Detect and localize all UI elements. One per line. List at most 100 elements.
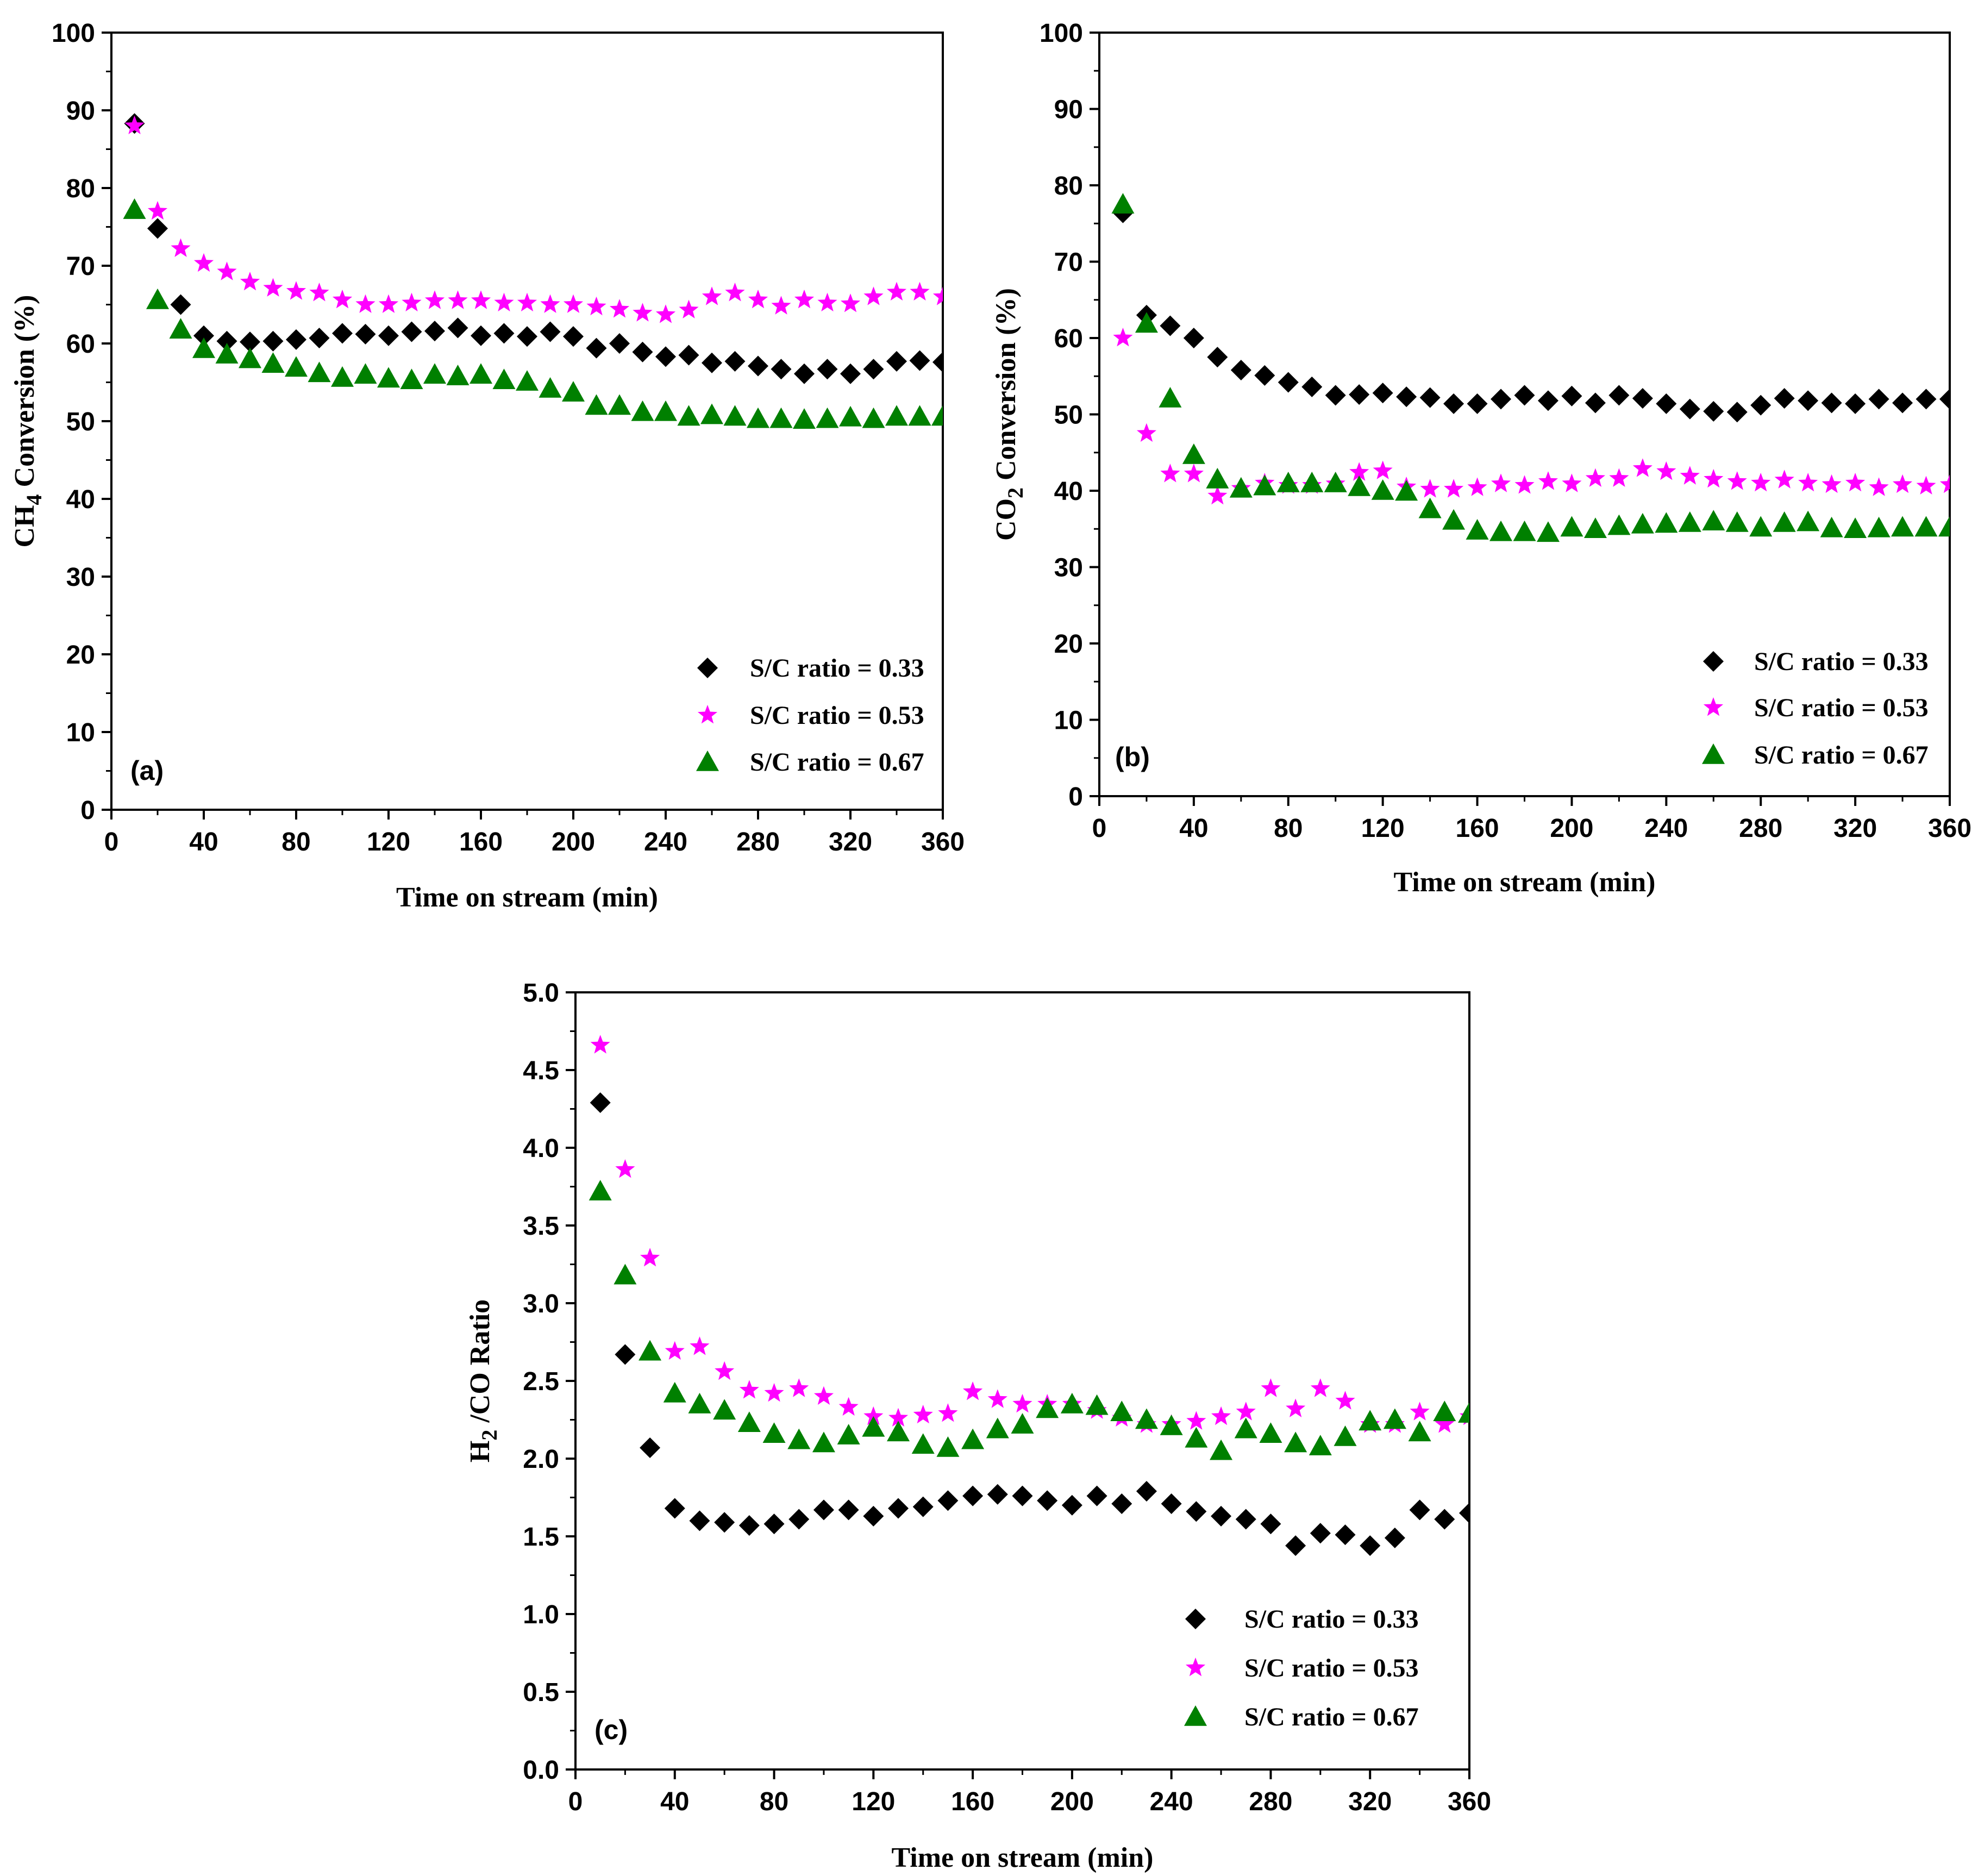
y-tick-label: 3.0 bbox=[523, 1290, 559, 1318]
data-point-triangle bbox=[677, 405, 700, 426]
y-tick-label: 40 bbox=[1054, 477, 1083, 506]
data-point-triangle bbox=[1284, 1431, 1307, 1453]
data-point-star bbox=[886, 282, 907, 301]
data-point-diamond bbox=[1230, 360, 1251, 381]
data-point-triangle bbox=[762, 1422, 786, 1443]
data-point-diamond bbox=[1186, 1501, 1207, 1522]
data-point-star bbox=[1798, 473, 1818, 492]
data-point-diamond bbox=[817, 359, 838, 380]
y-tick-label: 50 bbox=[66, 408, 95, 436]
data-point-triangle bbox=[737, 1411, 761, 1433]
data-point-star bbox=[1893, 474, 1913, 493]
data-point-triangle bbox=[354, 363, 377, 384]
data-point-triangle bbox=[1938, 516, 1950, 537]
data-point-diamond bbox=[886, 351, 907, 372]
data-point-star bbox=[1444, 479, 1464, 498]
data-point-star bbox=[863, 286, 884, 305]
data-point-star bbox=[402, 292, 422, 311]
y-tick-label: 3.5 bbox=[523, 1212, 559, 1241]
x-tick-label: 40 bbox=[189, 828, 218, 856]
legend-label: S/C ratio = 0.67 bbox=[750, 748, 924, 777]
y-tick-label: 90 bbox=[66, 97, 95, 126]
data-point-star bbox=[309, 283, 329, 302]
legend-marker-diamond bbox=[1703, 651, 1724, 672]
data-point-diamond bbox=[1360, 1535, 1381, 1556]
legend-marker-star bbox=[1703, 697, 1724, 716]
panel-b-co2-conversion: 0 40 80 120 160 200 240 280 320 36001020304050607… bbox=[991, 19, 1971, 898]
data-point-diamond bbox=[1726, 402, 1748, 423]
y-tick-label: 70 bbox=[66, 252, 95, 281]
data-point-star bbox=[817, 292, 837, 311]
data-point-triangle bbox=[713, 1399, 736, 1420]
data-point-star bbox=[1349, 462, 1369, 481]
data-point-diamond bbox=[1161, 1493, 1182, 1514]
data-point-triangle bbox=[239, 347, 261, 368]
data-point-diamond bbox=[678, 345, 699, 366]
data-point-triangle bbox=[862, 407, 885, 428]
y-axis-title: CO2 Conversion (%) bbox=[991, 288, 1028, 541]
data-point-star bbox=[471, 290, 491, 309]
data-point-diamond bbox=[689, 1510, 710, 1531]
data-point-diamond bbox=[838, 1499, 859, 1521]
data-point-star bbox=[794, 289, 815, 309]
data-point-triangle bbox=[608, 394, 631, 415]
data-point-triangle bbox=[1844, 517, 1867, 539]
data-point-star bbox=[840, 293, 861, 312]
data-point-star bbox=[1727, 471, 1747, 490]
data-point-diamond bbox=[655, 346, 676, 367]
data-point-triangle bbox=[723, 405, 747, 426]
y-tick-label: 80 bbox=[1054, 172, 1083, 201]
x-tick-label: 200 bbox=[552, 828, 595, 856]
x-tick-label: 160 bbox=[1456, 814, 1499, 843]
data-point-star bbox=[1704, 468, 1724, 488]
legend-marker-diamond bbox=[1185, 1609, 1206, 1629]
data-point-star bbox=[987, 1389, 1007, 1408]
y-axis-title-subscript: 2 bbox=[1003, 487, 1028, 498]
data-point-triangle bbox=[331, 366, 354, 387]
data-point-diamond bbox=[1679, 398, 1700, 420]
legend: S/C ratio = 0.33 S/C ratio = 0.53 S/C rati… bbox=[1184, 1605, 1419, 1731]
data-point-diamond bbox=[840, 363, 861, 384]
data-point-triangle bbox=[215, 343, 239, 364]
x-tick-label: 360 bbox=[1928, 814, 1971, 843]
data-point-triangle bbox=[1418, 497, 1442, 518]
data-point-diamond bbox=[147, 218, 168, 239]
data-point-diamond bbox=[1845, 393, 1866, 414]
data-point-star bbox=[1435, 1414, 1455, 1433]
data-point-diamond bbox=[788, 1509, 810, 1530]
x-tick-label: 240 bbox=[644, 828, 687, 856]
data-point-diamond bbox=[888, 1498, 909, 1519]
data-point-star bbox=[1562, 473, 1582, 492]
series-1 bbox=[590, 1035, 1469, 1433]
data-point-star bbox=[690, 1336, 710, 1355]
data-point-diamond bbox=[1396, 386, 1417, 408]
data-point-triangle bbox=[1253, 474, 1276, 496]
data-point-diamond bbox=[1916, 389, 1937, 410]
data-point-triangle bbox=[492, 368, 516, 390]
y-tick-label: 4.0 bbox=[523, 1134, 559, 1163]
legend-marker-triangle bbox=[1184, 1705, 1207, 1726]
data-point-triangle bbox=[787, 1428, 811, 1449]
legend-label: S/C ratio = 0.53 bbox=[1754, 693, 1929, 722]
data-point-diamond bbox=[1656, 393, 1677, 414]
data-point-diamond bbox=[590, 1092, 611, 1114]
data-point-triangle bbox=[1442, 509, 1466, 530]
y-tick-label: 10 bbox=[1054, 706, 1083, 735]
data-point-diamond bbox=[1037, 1490, 1058, 1511]
data-point-diamond bbox=[664, 1498, 685, 1519]
data-point-star bbox=[586, 296, 606, 316]
legend-label: S/C ratio = 0.53 bbox=[750, 701, 924, 730]
data-point-triangle bbox=[1655, 512, 1678, 533]
data-point-diamond bbox=[714, 1512, 735, 1533]
y-tick-label: 2.5 bbox=[523, 1367, 559, 1396]
data-point-diamond bbox=[216, 330, 237, 352]
data-point-diamond bbox=[1939, 389, 1950, 410]
data-point-star bbox=[665, 1341, 685, 1360]
data-point-triangle bbox=[446, 365, 470, 385]
data-point-diamond bbox=[355, 323, 376, 345]
data-point-star bbox=[748, 289, 768, 309]
data-point-diamond bbox=[1798, 390, 1819, 411]
x-tick-label: 280 bbox=[1249, 1787, 1292, 1816]
data-point-triangle bbox=[1185, 1427, 1208, 1448]
data-point-diamond bbox=[615, 1344, 636, 1365]
